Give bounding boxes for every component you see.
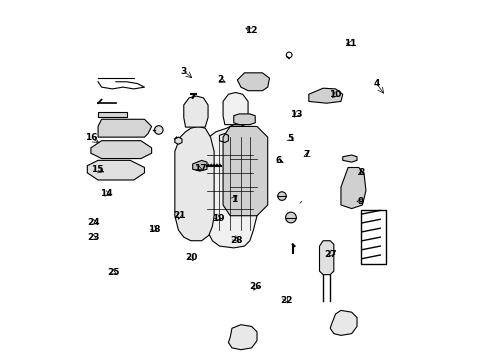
Polygon shape bbox=[319, 241, 333, 275]
Text: 8: 8 bbox=[358, 168, 364, 177]
Text: 6: 6 bbox=[275, 156, 281, 165]
Text: 5: 5 bbox=[286, 134, 293, 143]
Text: 24: 24 bbox=[87, 218, 100, 227]
Text: 1: 1 bbox=[230, 195, 236, 204]
Polygon shape bbox=[203, 125, 257, 248]
Polygon shape bbox=[98, 119, 151, 137]
Text: 3: 3 bbox=[180, 67, 186, 76]
Polygon shape bbox=[87, 160, 144, 180]
Text: 10: 10 bbox=[329, 90, 341, 99]
Text: 16: 16 bbox=[84, 133, 97, 142]
Text: 20: 20 bbox=[185, 253, 198, 262]
Text: 15: 15 bbox=[91, 166, 103, 175]
Text: 17: 17 bbox=[193, 164, 206, 173]
Polygon shape bbox=[308, 88, 342, 103]
Text: 7: 7 bbox=[303, 150, 309, 159]
Circle shape bbox=[154, 126, 163, 134]
Text: 19: 19 bbox=[212, 214, 224, 223]
Polygon shape bbox=[175, 137, 182, 144]
Text: 25: 25 bbox=[106, 268, 119, 277]
Circle shape bbox=[277, 192, 285, 201]
Polygon shape bbox=[329, 310, 356, 336]
Text: 18: 18 bbox=[148, 225, 161, 234]
Polygon shape bbox=[192, 160, 206, 171]
Text: 23: 23 bbox=[87, 233, 100, 242]
Polygon shape bbox=[228, 325, 257, 350]
Text: 2: 2 bbox=[217, 76, 223, 85]
Text: 27: 27 bbox=[324, 250, 337, 259]
Text: 4: 4 bbox=[373, 79, 379, 88]
Text: 26: 26 bbox=[249, 282, 262, 291]
Text: 12: 12 bbox=[244, 26, 257, 35]
Text: 28: 28 bbox=[230, 235, 243, 244]
Polygon shape bbox=[223, 126, 267, 216]
Text: 9: 9 bbox=[357, 197, 363, 206]
Polygon shape bbox=[223, 93, 247, 125]
Polygon shape bbox=[233, 114, 255, 125]
Text: 21: 21 bbox=[173, 211, 185, 220]
Text: 14: 14 bbox=[100, 189, 112, 198]
Polygon shape bbox=[98, 112, 126, 117]
Circle shape bbox=[285, 212, 296, 223]
Polygon shape bbox=[183, 96, 207, 127]
Text: 13: 13 bbox=[289, 111, 302, 120]
Polygon shape bbox=[340, 167, 365, 208]
Polygon shape bbox=[342, 155, 356, 162]
Polygon shape bbox=[175, 126, 214, 241]
Polygon shape bbox=[91, 141, 151, 158]
Polygon shape bbox=[237, 73, 269, 91]
Text: 22: 22 bbox=[280, 296, 292, 305]
Text: 11: 11 bbox=[343, 39, 355, 48]
